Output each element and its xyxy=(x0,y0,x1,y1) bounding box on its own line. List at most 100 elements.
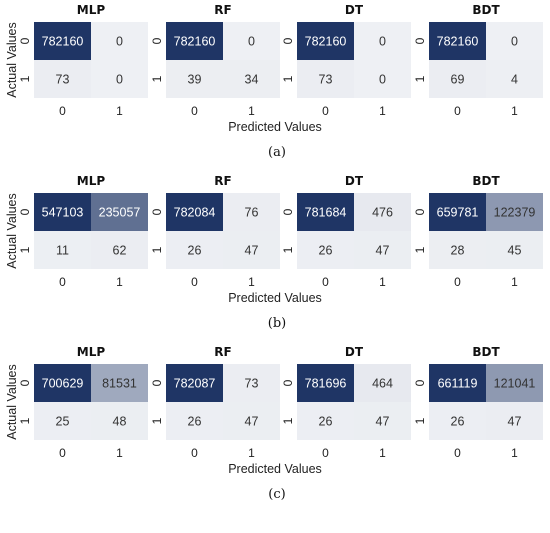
cell-value: 47 xyxy=(245,244,259,258)
heatmap-cell xyxy=(223,364,280,402)
heatmap-cell xyxy=(354,231,411,269)
cell-value: 782160 xyxy=(305,35,347,49)
row-tick-label: 1 xyxy=(413,417,427,424)
cell-value: 122379 xyxy=(494,206,536,220)
matrix-title: BDT xyxy=(472,3,500,17)
heatmap-cell xyxy=(166,402,223,440)
col-tick-label: 1 xyxy=(248,446,255,460)
cell-value: 26 xyxy=(319,415,333,429)
heatmap-cell xyxy=(34,193,91,231)
row-tick-label: 1 xyxy=(413,75,427,82)
matrix-dt: DT 781684 476 26 47 0 1 0 1 xyxy=(281,174,411,289)
cell-value: 464 xyxy=(372,377,393,391)
cell-value: 0 xyxy=(116,35,123,49)
heatmap-cell xyxy=(354,60,411,98)
matrix-rf: RF 782087 73 26 47 0 1 0 1 xyxy=(150,345,280,460)
panel-a: Actual Values MLP 782160 0 73 0 0 1 0 1 RF 782160 0 3… xyxy=(5,3,543,160)
cell-value: 47 xyxy=(508,415,522,429)
row-tick-label: 0 xyxy=(281,208,295,215)
x-axis-label: Predicted Values xyxy=(228,120,322,134)
col-tick-label: 0 xyxy=(322,104,329,118)
heatmap-cell xyxy=(223,402,280,440)
col-tick-label: 1 xyxy=(511,275,518,289)
cell-value: 0 xyxy=(511,35,518,49)
heatmap-cell xyxy=(429,402,486,440)
row-tick-label: 1 xyxy=(150,75,164,82)
heatmap-cell xyxy=(429,231,486,269)
col-tick-label: 0 xyxy=(191,446,198,460)
y-axis-label: Actual Values xyxy=(5,193,19,269)
matrix-bdt: BDT 661119 121041 26 47 0 1 0 1 xyxy=(413,345,543,460)
cell-value: 26 xyxy=(188,415,202,429)
cell-value: 34 xyxy=(245,73,259,87)
row-tick-label: 0 xyxy=(150,379,164,386)
cell-value: 782087 xyxy=(174,377,216,391)
panel-label: (b) xyxy=(268,316,286,331)
row-tick-label: 0 xyxy=(18,208,32,215)
matrix-rf: RF 782084 76 26 47 0 1 0 1 xyxy=(150,174,280,289)
heatmap-cell xyxy=(354,402,411,440)
heatmap-cell xyxy=(223,193,280,231)
heatmap-cell xyxy=(354,22,411,60)
cell-value: 235057 xyxy=(99,206,141,220)
row-tick-label: 0 xyxy=(18,37,32,44)
matrix-mlp: MLP 547103 235057 11 62 0 1 0 1 xyxy=(18,174,148,289)
cell-value: 69 xyxy=(451,73,465,87)
cell-value: 0 xyxy=(379,35,386,49)
col-tick-label: 0 xyxy=(59,275,66,289)
cell-value: 782084 xyxy=(174,206,216,220)
col-tick-label: 1 xyxy=(379,275,386,289)
matrix-mlp: MLP 700629 81531 25 48 0 1 0 1 xyxy=(18,345,148,460)
matrix-title: MLP xyxy=(77,345,106,359)
heatmap-cell xyxy=(354,193,411,231)
heatmap-cell xyxy=(91,231,148,269)
row-tick-label: 0 xyxy=(18,379,32,386)
row-tick-label: 0 xyxy=(150,208,164,215)
matrix-title: DT xyxy=(345,174,364,188)
col-tick-label: 1 xyxy=(116,446,123,460)
cell-value: 73 xyxy=(56,73,70,87)
col-tick-label: 0 xyxy=(322,446,329,460)
cell-value: 45 xyxy=(508,244,522,258)
heatmap-cell xyxy=(486,402,543,440)
heatmap-cell xyxy=(429,364,486,402)
cell-value: 47 xyxy=(376,244,390,258)
cell-value: 73 xyxy=(245,377,259,391)
row-tick-label: 1 xyxy=(150,417,164,424)
row-tick-label: 1 xyxy=(18,75,32,82)
row-tick-label: 0 xyxy=(413,37,427,44)
col-tick-label: 1 xyxy=(248,275,255,289)
heatmap-cell xyxy=(34,22,91,60)
heatmap-cell xyxy=(297,193,354,231)
heatmap-cell xyxy=(297,60,354,98)
heatmap-cell xyxy=(429,60,486,98)
y-axis-label: Actual Values xyxy=(5,364,19,440)
heatmap-cell xyxy=(91,402,148,440)
heatmap-cell xyxy=(34,60,91,98)
heatmap-cell xyxy=(166,193,223,231)
heatmap-cell xyxy=(223,60,280,98)
cell-value: 0 xyxy=(248,35,255,49)
col-tick-label: 1 xyxy=(248,104,255,118)
col-tick-label: 1 xyxy=(379,446,386,460)
matrix-title: MLP xyxy=(77,174,106,188)
col-tick-label: 1 xyxy=(116,104,123,118)
cell-value: 782160 xyxy=(42,35,84,49)
heatmap-cell xyxy=(429,22,486,60)
cell-value: 659781 xyxy=(437,206,479,220)
matrix-title: RF xyxy=(214,345,231,359)
row-tick-label: 0 xyxy=(413,208,427,215)
row-tick-label: 1 xyxy=(18,246,32,253)
cell-value: 62 xyxy=(113,244,127,258)
heatmap-cell xyxy=(34,364,91,402)
matrix-bdt: BDT 782160 0 69 4 0 1 0 1 xyxy=(413,3,543,118)
heatmap-cell xyxy=(166,22,223,60)
matrix-title: BDT xyxy=(472,345,500,359)
matrix-bdt: BDT 659781 122379 28 45 0 1 0 1 xyxy=(413,174,543,289)
matrix-title: DT xyxy=(345,3,364,17)
row-tick-label: 0 xyxy=(150,37,164,44)
heatmap-cell xyxy=(91,193,148,231)
row-tick-label: 1 xyxy=(281,246,295,253)
heatmap-cell xyxy=(486,22,543,60)
